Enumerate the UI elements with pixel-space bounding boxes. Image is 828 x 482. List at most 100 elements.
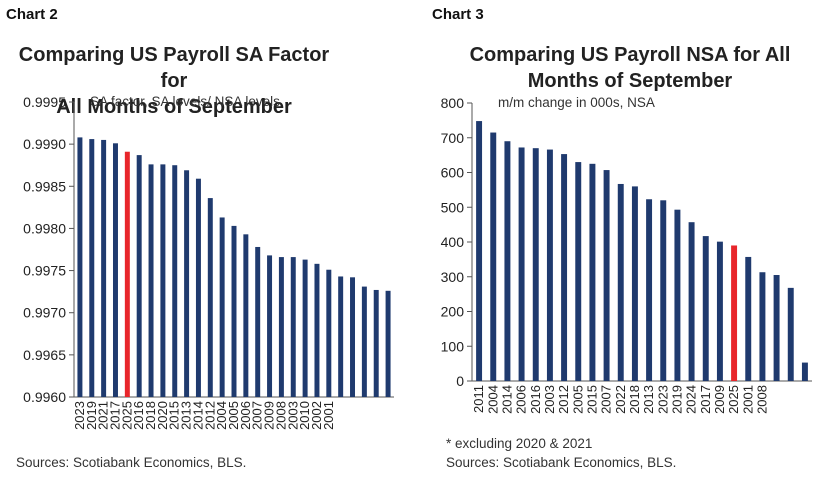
y-tick-label: 0.9960 xyxy=(23,389,66,405)
bar xyxy=(532,148,539,381)
y-tick-label: 0.9990 xyxy=(23,136,66,152)
x-tick-label: 2013 xyxy=(179,401,194,430)
bar xyxy=(148,164,154,397)
sources-text: Sources: Scotiabank Economics, BLS. xyxy=(446,455,677,470)
x-tick-label: 2019 xyxy=(669,385,684,414)
bar xyxy=(219,217,225,397)
bar xyxy=(518,147,525,381)
x-tick-label: 2006 xyxy=(238,401,253,430)
chart-title-line2: Months of September xyxy=(527,70,733,92)
x-tick-label: 2017 xyxy=(107,401,122,430)
x-tick-label: 2015 xyxy=(167,401,182,430)
x-tick-label: 2007 xyxy=(250,401,265,430)
x-tick-label: 2005 xyxy=(570,385,585,414)
chart-annotation: SA factor, SA levels/ NSA levels xyxy=(90,94,280,109)
bar xyxy=(184,170,190,397)
bar xyxy=(674,209,681,381)
x-tick-label: 2009 xyxy=(262,401,277,430)
bar xyxy=(589,163,596,381)
bar xyxy=(314,263,320,397)
x-tick-label: 2002 xyxy=(309,401,324,430)
x-tick-label: 2013 xyxy=(641,385,656,414)
x-tick-label: 2008 xyxy=(273,401,288,430)
x-tick-label: 2005 xyxy=(226,401,241,430)
x-tick-label: 2018 xyxy=(143,401,158,430)
bar xyxy=(207,198,213,397)
x-tick-label: 2012 xyxy=(556,385,571,414)
x-tick-label: 2018 xyxy=(627,385,642,414)
y-tick-label: 0 xyxy=(456,373,464,389)
bar xyxy=(338,276,344,397)
footnote: * excluding 2020 & 2021 xyxy=(446,436,593,451)
bar xyxy=(617,183,624,381)
x-tick-label: 2001 xyxy=(740,385,755,414)
x-tick-label: 2023 xyxy=(72,401,87,430)
x-tick-label: 2017 xyxy=(698,385,713,414)
bar xyxy=(575,162,582,381)
bar xyxy=(136,155,142,397)
bar xyxy=(773,275,780,381)
x-tick-label: 2012 xyxy=(202,401,217,430)
bar xyxy=(476,121,483,381)
bar xyxy=(160,164,166,397)
x-tick-label: 2004 xyxy=(214,401,229,430)
y-tick-label: 800 xyxy=(441,95,465,111)
bar xyxy=(172,165,178,397)
x-tick-label: 2025 xyxy=(119,401,134,430)
chart-title-line2: All Months of September xyxy=(56,96,292,118)
chart-annotation: m/m change in 000s, NSA xyxy=(498,95,655,110)
bar xyxy=(504,141,511,381)
x-tick-label: 2009 xyxy=(712,385,727,414)
bar xyxy=(787,287,794,381)
x-tick-label: 2006 xyxy=(514,385,529,414)
bar xyxy=(385,290,391,397)
x-tick-label: 2019 xyxy=(84,401,99,430)
x-tick-label: 2024 xyxy=(684,385,699,414)
x-tick-label: 2016 xyxy=(528,385,543,414)
bar xyxy=(660,200,667,381)
chart-2-panel: Chart 2 Comparing US Payroll SA Factor f… xyxy=(6,6,394,470)
x-tick-label: 2023 xyxy=(655,385,670,414)
y-tick-label: 0.9975 xyxy=(23,263,66,279)
x-tick-label: 2003 xyxy=(285,401,300,430)
y-tick-label: 700 xyxy=(441,130,465,146)
x-tick-label: 2014 xyxy=(499,385,514,414)
y-tick-label: 0.9965 xyxy=(23,347,66,363)
bar xyxy=(561,154,568,381)
x-tick-label: 2020 xyxy=(155,401,170,430)
bar xyxy=(361,286,367,397)
bar xyxy=(688,222,695,381)
x-tick-label: 2014 xyxy=(190,401,205,430)
y-tick-label: 0.9980 xyxy=(23,220,66,236)
x-tick-label: 2015 xyxy=(584,385,599,414)
bar xyxy=(267,255,273,397)
bar-chart-nsa: 800 700 600 500 400 300 200 100 0 m/m change in 0… xyxy=(441,95,812,414)
x-tick-label: 2004 xyxy=(485,385,500,414)
x-tick-label: 2008 xyxy=(754,385,769,414)
y-tick-label: 100 xyxy=(441,338,465,354)
bar xyxy=(112,143,118,397)
bar-highlight xyxy=(124,151,130,397)
bar xyxy=(326,269,332,397)
bar xyxy=(716,241,723,381)
bar xyxy=(77,137,83,397)
x-tick-label: 2011 xyxy=(471,385,486,413)
bar xyxy=(546,149,553,381)
x-tick-label: 2016 xyxy=(131,401,146,430)
y-tick-label: 500 xyxy=(441,199,465,215)
sources-text: Sources: Scotiabank Economics, BLS. xyxy=(16,455,247,470)
x-tick-label: 2025 xyxy=(726,385,741,414)
chart-label: Chart 2 xyxy=(6,6,58,23)
bar-highlight xyxy=(731,245,738,381)
bar-chart-sa-factor: 0.9995 0.9990 0.9985 0.9980 0.9975 0.9970 0.99… xyxy=(23,94,394,430)
bar xyxy=(702,236,709,381)
bar xyxy=(373,289,379,397)
bar xyxy=(101,139,107,397)
bar xyxy=(745,256,752,381)
y-tick-label: 300 xyxy=(441,269,465,285)
chart-title-line1: Comparing US Payroll NSA for All xyxy=(469,44,791,66)
x-tick-label: 2021 xyxy=(96,401,111,430)
chart-title: Comparing US Payroll NSA for All Months … xyxy=(460,42,800,94)
bar xyxy=(646,199,653,381)
bar xyxy=(290,257,296,397)
